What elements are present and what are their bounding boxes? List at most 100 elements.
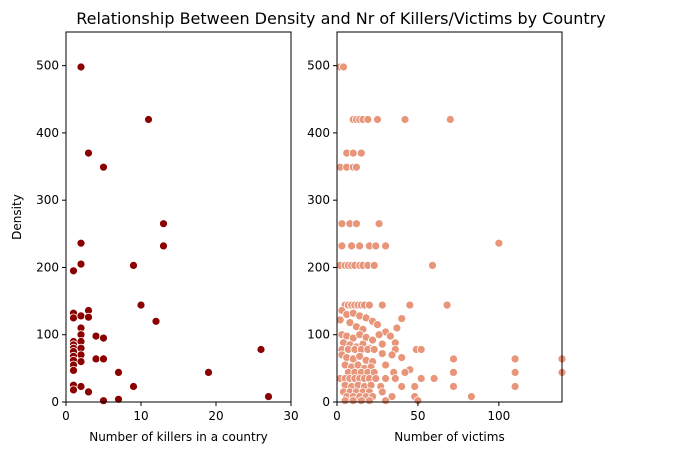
scatter-point [114, 394, 123, 404]
scatter-point [510, 382, 520, 391]
y-tick-label: 300 [307, 193, 330, 207]
points-group [69, 62, 273, 406]
y-tick-label: 200 [36, 260, 59, 274]
scatter-point [340, 396, 350, 406]
scatter-point [445, 115, 455, 124]
y-tick-label: 0 [51, 395, 59, 409]
scatter-point [400, 367, 410, 377]
scatter-point [348, 148, 358, 158]
chart-panel-2: 0 50 100 0 100 200 300 400 500 Number of victims [307, 31, 567, 444]
scatter-point [91, 331, 101, 341]
scatter-point [428, 260, 437, 270]
scatter-point [510, 354, 520, 364]
scatter-point [84, 148, 93, 158]
scatter-point [129, 382, 138, 391]
scatter-point [91, 354, 101, 364]
scatter-point [364, 300, 374, 310]
scatter-point [99, 333, 108, 343]
figure-title: Relationship Between Density and Nr of K… [76, 9, 605, 28]
scatter-point [348, 396, 358, 406]
scatter-point [377, 387, 387, 397]
y-tick-label: 200 [307, 260, 330, 274]
scatter-point [387, 392, 397, 402]
scatter-point [377, 349, 387, 359]
scatter-point [374, 219, 384, 229]
scatter-point [151, 316, 161, 326]
scatter-point [416, 374, 426, 383]
scatter-point [442, 300, 452, 310]
scatter-point [76, 238, 86, 248]
scatter-point [69, 313, 78, 323]
scatter-point [355, 241, 365, 251]
scatter-point [129, 260, 138, 270]
y-tick-label: 400 [307, 126, 330, 140]
y-axis-label: Density [10, 194, 24, 240]
scatter-point [381, 360, 391, 370]
scatter-point [355, 351, 365, 361]
scatter-point [351, 162, 361, 172]
scatter-point [84, 387, 93, 397]
plot-frame [65, 31, 292, 403]
scatter-point [345, 318, 355, 328]
scatter-point [76, 311, 86, 321]
scatter-point [76, 62, 86, 72]
scatter-point [264, 392, 273, 402]
scatter-point [356, 396, 366, 406]
scatter-point [335, 315, 345, 325]
y-tick-label: 500 [307, 59, 330, 73]
scatter-point [356, 148, 366, 158]
x-tick-label: 30 [283, 409, 298, 423]
scatter-point [99, 396, 108, 406]
x-tick-label: 10 [133, 409, 148, 423]
scatter-point [99, 354, 108, 364]
scatter-point [76, 357, 86, 367]
scatter-point [377, 339, 387, 349]
scatter-point [339, 62, 348, 72]
plot-frame [336, 31, 563, 403]
scatter-point [204, 367, 213, 377]
y-tick-label: 100 [307, 328, 330, 342]
x-axis-label: Number of victims [394, 430, 504, 444]
scatter-point [390, 374, 400, 383]
scatter-point [449, 354, 458, 364]
scatter-point [76, 382, 86, 391]
y-tick-label: 100 [36, 328, 59, 342]
scatter-point [371, 241, 381, 251]
scatter-point [114, 367, 123, 377]
scatter-point [397, 353, 407, 363]
scatter-point [494, 238, 504, 248]
scatter-point [374, 330, 384, 340]
scatter-point [76, 259, 86, 269]
scatter-point [347, 241, 357, 251]
scatter-point [337, 241, 347, 251]
scatter-point [397, 382, 407, 391]
scatter-point [84, 312, 93, 322]
scatter-point [144, 115, 153, 124]
scatter-point [69, 266, 78, 276]
scatter-point [381, 396, 391, 406]
scatter-point [449, 367, 458, 377]
scatter-point [449, 382, 458, 391]
scatter-point [371, 374, 381, 383]
scatter-point [369, 260, 379, 270]
scatter-point [381, 241, 391, 251]
x-tick-label: 50 [410, 409, 425, 423]
scatter-point [377, 300, 387, 310]
scatter-point [337, 219, 347, 229]
scatter-point [69, 365, 78, 375]
scatter-point [363, 115, 373, 124]
y-tick-label: 500 [36, 59, 59, 73]
scatter-point [159, 241, 168, 251]
scatter-point [397, 314, 407, 324]
scatter-point [416, 345, 426, 354]
y-tick-label: 300 [36, 193, 59, 207]
scatter-point [381, 374, 391, 383]
scatter-point [369, 345, 379, 354]
scatter-point [351, 219, 361, 229]
scatter-point [466, 392, 476, 402]
y-tick-label: 400 [36, 126, 59, 140]
scatter-point [159, 219, 168, 229]
scatter-point [364, 396, 374, 406]
